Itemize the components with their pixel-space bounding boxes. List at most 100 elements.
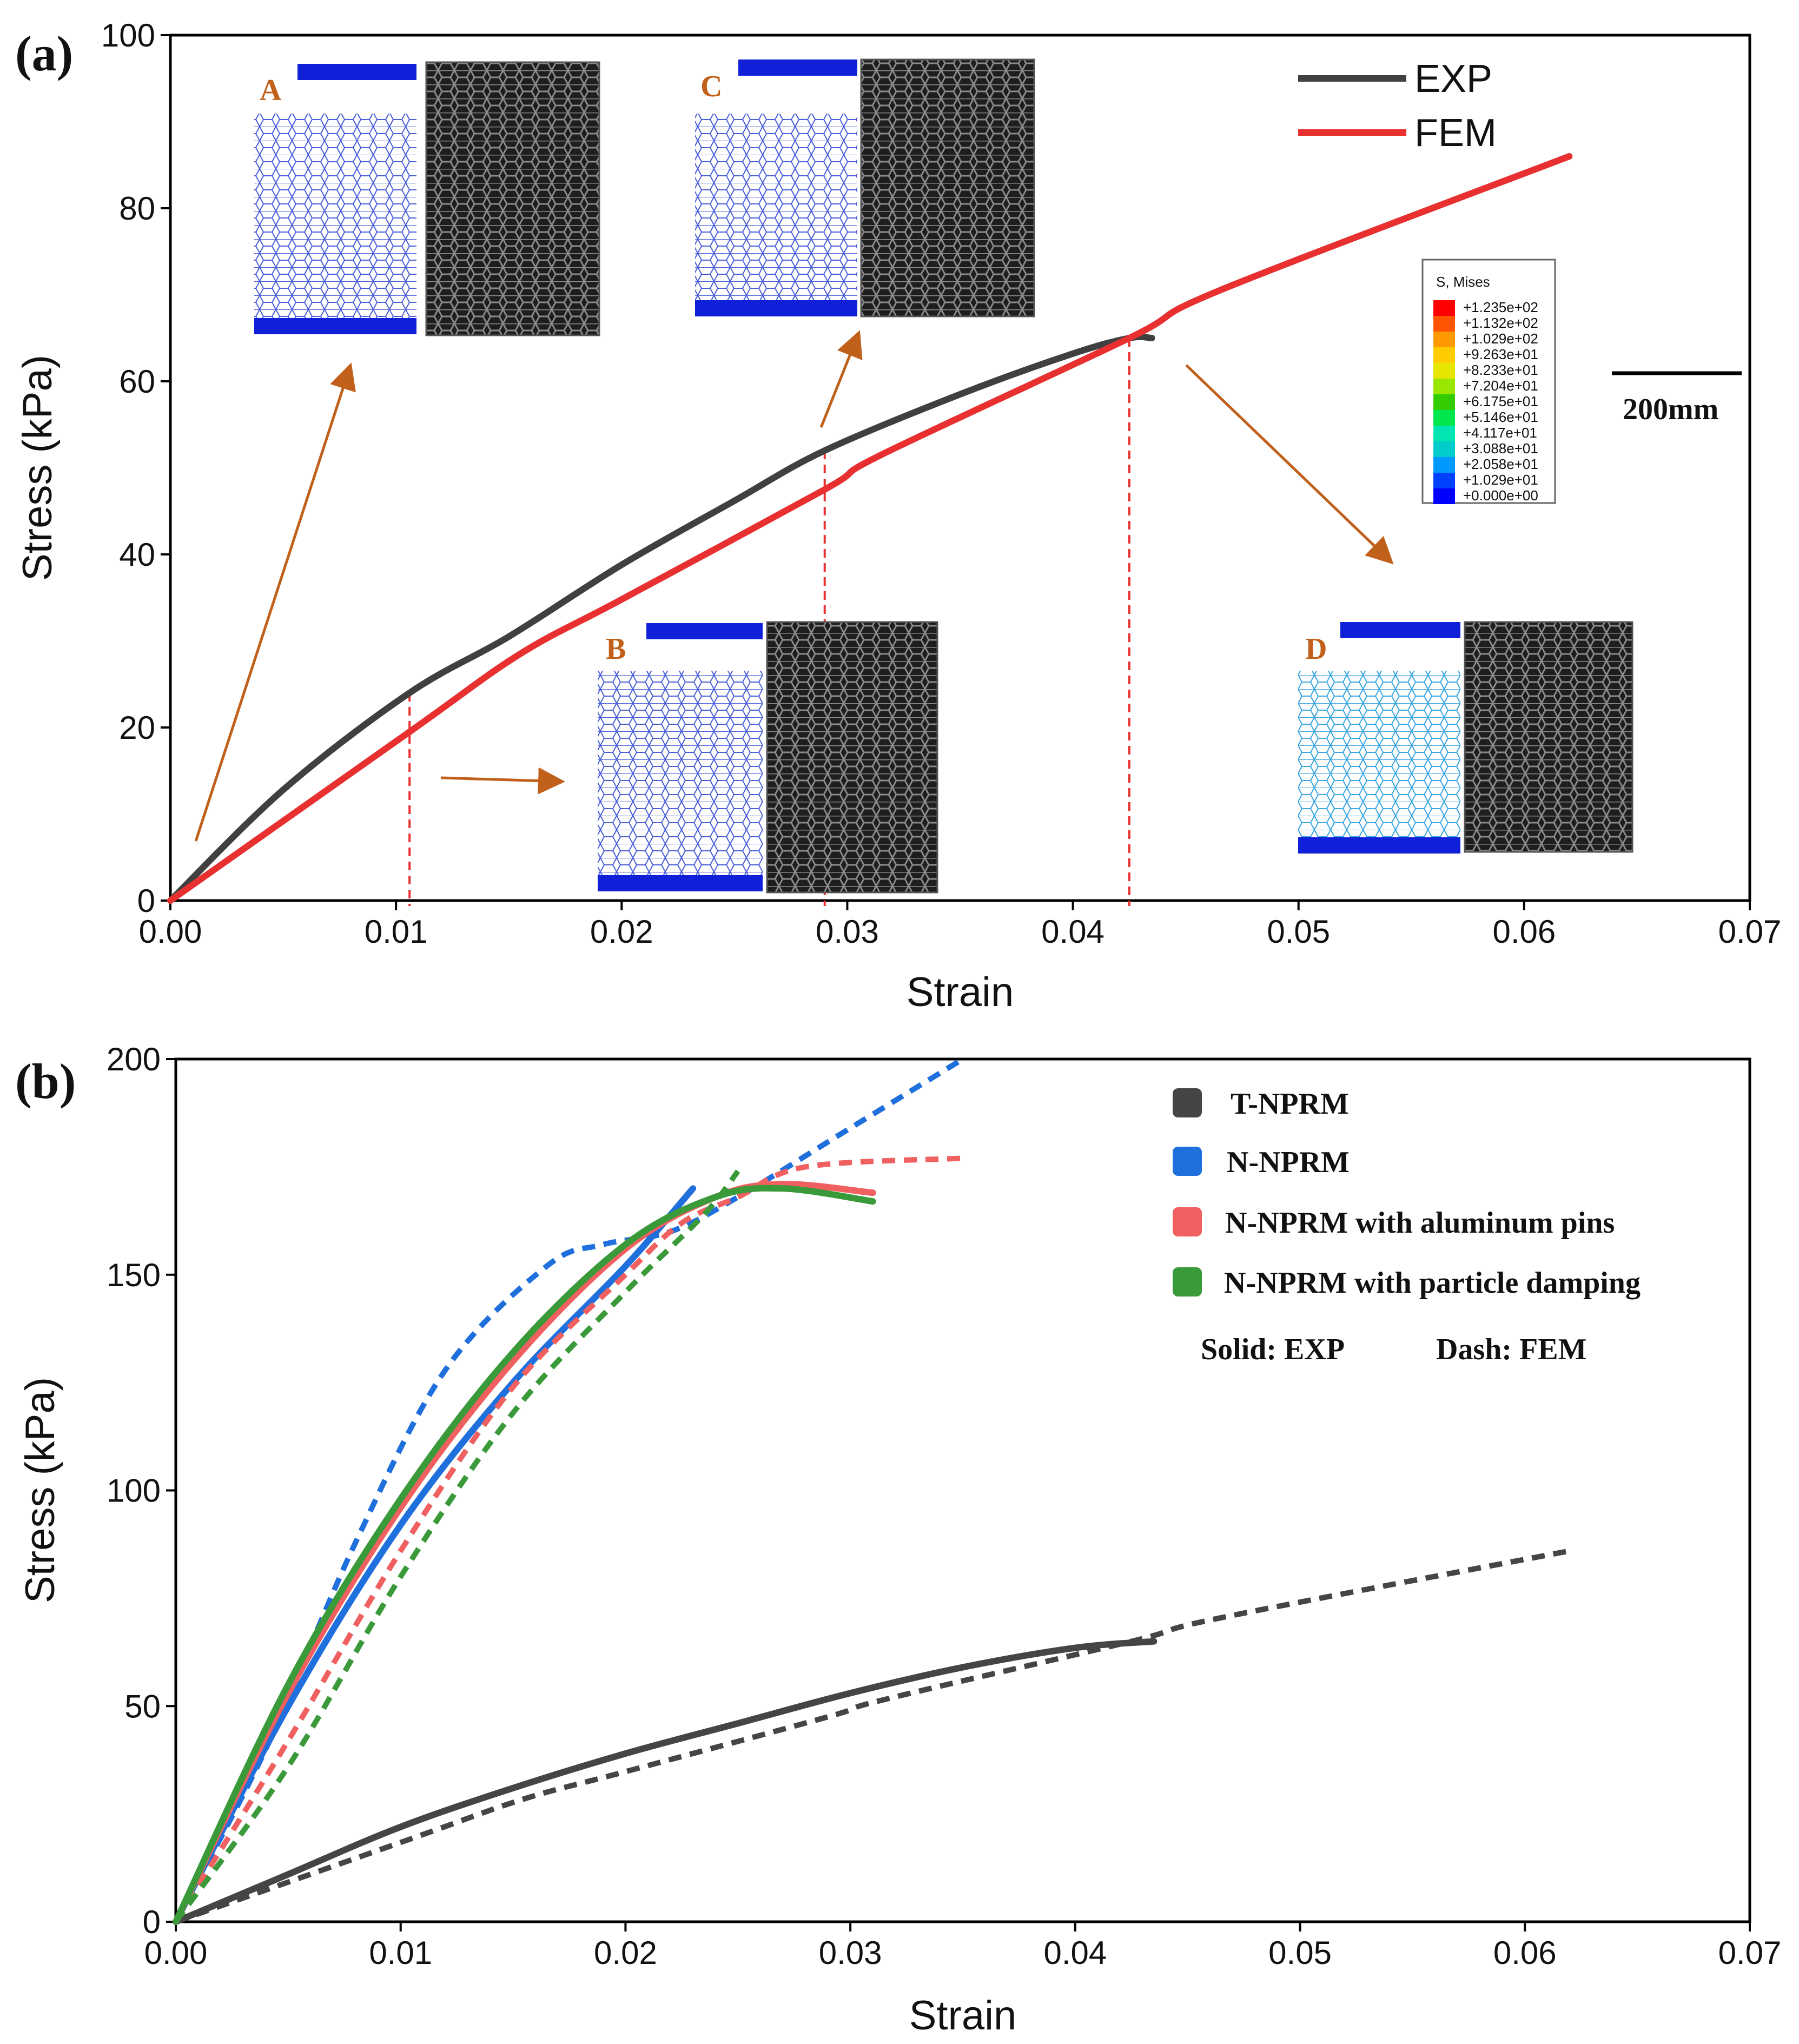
scale-bar-label: 200mm	[1623, 393, 1718, 426]
panel-a-axis-ticks: 0.00 0.01 0.02 0.03 0.04 0.05 0.06 0.07 0 20 40 60 8…	[101, 17, 1782, 950]
series-line-n-nprm-with-aluminum-pins-fem	[173, 1155, 963, 1923]
panel-a-x-axis-title: Strain	[907, 969, 1014, 1015]
a-x-tick-label: 0.01	[365, 914, 428, 950]
inset-c: C	[695, 58, 1035, 317]
inset-d: D	[1298, 621, 1633, 854]
arrow-to-inset-d	[1185, 364, 1394, 565]
b-x-tick-label: 0.07	[1718, 1935, 1782, 1971]
a-x-tick-label: 0.06	[1492, 914, 1556, 950]
legend-label-t-nprm: T-NPRM	[1231, 1087, 1349, 1121]
legend-label-n-nprm: N-NPRM	[1227, 1146, 1350, 1179]
b-x-tick-label: 0.01	[369, 1935, 432, 1971]
inset-d-label: D	[1305, 632, 1327, 666]
b-y-tick-label: 0	[143, 1904, 161, 1940]
colorbar-levels: +1.235e+02+1.132e+02+1.029e+02+9.263e+01…	[1433, 299, 1538, 504]
legend-label-fem: FEM	[1414, 111, 1497, 155]
inset-a: A	[254, 61, 600, 336]
legend-label-aluminum-pins: N-NPRM with aluminum pins	[1225, 1206, 1615, 1240]
panel-b-legend: T-NPRM N-NPRM N-NPRM with aluminum pins …	[1173, 1087, 1641, 1366]
panel-b-series	[173, 1056, 1571, 1925]
inset-c-photo	[860, 58, 1035, 317]
colorbar-swatch	[1433, 457, 1455, 473]
colorbar-level-label: +4.117e+01	[1463, 425, 1537, 441]
b-x-tick-label: 0.00	[144, 1935, 208, 1971]
colorbar-swatch	[1433, 426, 1455, 441]
colorbar-swatch	[1433, 488, 1455, 504]
panel-b-x-axis-title: Strain	[909, 1993, 1017, 2039]
colorbar-swatch	[1433, 300, 1455, 316]
a-x-tick-label: 0.04	[1041, 914, 1104, 950]
inset-a-bottom-plate	[254, 318, 416, 334]
inset-b-fem-lattice	[598, 671, 763, 876]
mises-colorbar: S, Mises +1.235e+02+1.132e+02+1.029e+02+…	[1421, 259, 1556, 504]
series-line-t-nprm-fem	[175, 1548, 1571, 1924]
b-x-tick-label: 0.03	[819, 1935, 882, 1971]
panel-a-label: (a)	[15, 26, 73, 81]
a-y-tick-label: 0	[137, 883, 155, 919]
panel-b-axis-ticks: 0.00 0.01 0.02 0.03 0.04 0.05 0.06 0.07 0 50 100 15…	[107, 1041, 1782, 1971]
a-x-tick-label: 0.05	[1267, 914, 1330, 950]
b-y-tick-label: 200	[107, 1041, 161, 1077]
inset-d-top-plate	[1340, 622, 1460, 638]
colorbar-level-label: +8.233e+01	[1463, 362, 1538, 378]
panel-a-chart: 0.00 0.01 0.02 0.03 0.04 0.05 0.06 0.07 0 20 40 60 8…	[15, 17, 1781, 1015]
panel-a-y-axis-title: Stress (kPa)	[15, 355, 61, 581]
colorbar-swatch	[1433, 473, 1455, 488]
inset-a-top-plate	[297, 64, 416, 80]
inset-c-fem-lattice	[695, 114, 857, 303]
panel-b-chart: 0.00 0.01 0.02 0.03 0.04 0.05 0.06 0.07 0 50 100 15…	[15, 1041, 1781, 2039]
a-y-tick-label: 80	[119, 190, 155, 227]
b-y-tick-label: 100	[107, 1473, 161, 1509]
inset-d-photo	[1464, 621, 1633, 853]
colorbar-swatch	[1433, 441, 1455, 457]
inset-c-top-plate	[738, 59, 857, 76]
inset-b-bottom-plate	[598, 875, 763, 891]
colorbar-level-label: +7.204e+01	[1463, 378, 1538, 394]
colorbar-level-label: +1.029e+02	[1463, 330, 1538, 347]
colorbar-swatch	[1433, 316, 1455, 332]
legend-swatch-t-nprm	[1173, 1088, 1202, 1117]
inset-b-top-plate	[646, 623, 763, 639]
colorbar-level-label: +6.175e+01	[1463, 393, 1538, 409]
b-x-tick-label: 0.02	[594, 1935, 657, 1971]
colorbar-level-label: +1.029e+01	[1463, 472, 1538, 488]
panel-a-series	[167, 153, 1573, 904]
legend-label-exp: EXP	[1414, 57, 1492, 101]
colorbar-level-label: +3.088e+01	[1463, 440, 1538, 457]
colorbar-swatch	[1433, 347, 1455, 363]
panel-b-y-axis-title: Stress (kPa)	[17, 1377, 63, 1603]
a-y-tick-label: 40	[119, 537, 155, 573]
colorbar-level-label: +2.058e+01	[1463, 456, 1538, 472]
legend-swatch-n-nprm	[1173, 1147, 1202, 1176]
colorbar-swatch	[1433, 332, 1455, 347]
inset-c-label: C	[700, 70, 722, 103]
inset-a-photo	[425, 61, 600, 336]
legend-note-dash: Dash: FEM	[1436, 1333, 1586, 1366]
colorbar-level-label: +0.000e+00	[1463, 487, 1538, 504]
panel-a-arrows	[194, 330, 1394, 842]
inset-b-label: B	[606, 632, 626, 666]
arrow-to-inset-a	[194, 362, 356, 842]
inset-b-photo	[766, 621, 938, 894]
colorbar-level-label: +1.235e+02	[1463, 299, 1538, 315]
b-x-tick-label: 0.05	[1268, 1935, 1332, 1971]
a-y-tick-label: 20	[119, 710, 155, 746]
a-x-tick-label: 0.00	[139, 914, 202, 950]
colorbar-level-label: +1.132e+02	[1463, 315, 1538, 331]
series-line-n-nprm-with-particle-damping-fem	[173, 1169, 740, 1923]
inset-c-bottom-plate	[695, 300, 857, 316]
inset-b: B	[598, 621, 938, 894]
inset-a-label: A	[260, 74, 282, 107]
panel-a-legend: EXP FEM	[1298, 57, 1497, 155]
b-x-tick-label: 0.04	[1043, 1935, 1107, 1971]
inset-a-fem-lattice	[254, 114, 416, 319]
series-line-n-nprm-with-particle-damping-exp	[173, 1185, 876, 1925]
legend-note-solid: Solid: EXP	[1201, 1333, 1345, 1366]
scale-bar: 200mm	[1612, 371, 1742, 426]
b-y-tick-label: 50	[124, 1688, 161, 1724]
legend-swatch-particle-damping	[1173, 1267, 1202, 1296]
colorbar-level-label: +9.263e+01	[1463, 346, 1538, 362]
colorbar-swatch	[1433, 379, 1455, 394]
b-y-tick-label: 150	[107, 1257, 161, 1293]
